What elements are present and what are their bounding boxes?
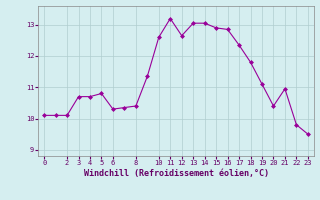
X-axis label: Windchill (Refroidissement éolien,°C): Windchill (Refroidissement éolien,°C) xyxy=(84,169,268,178)
